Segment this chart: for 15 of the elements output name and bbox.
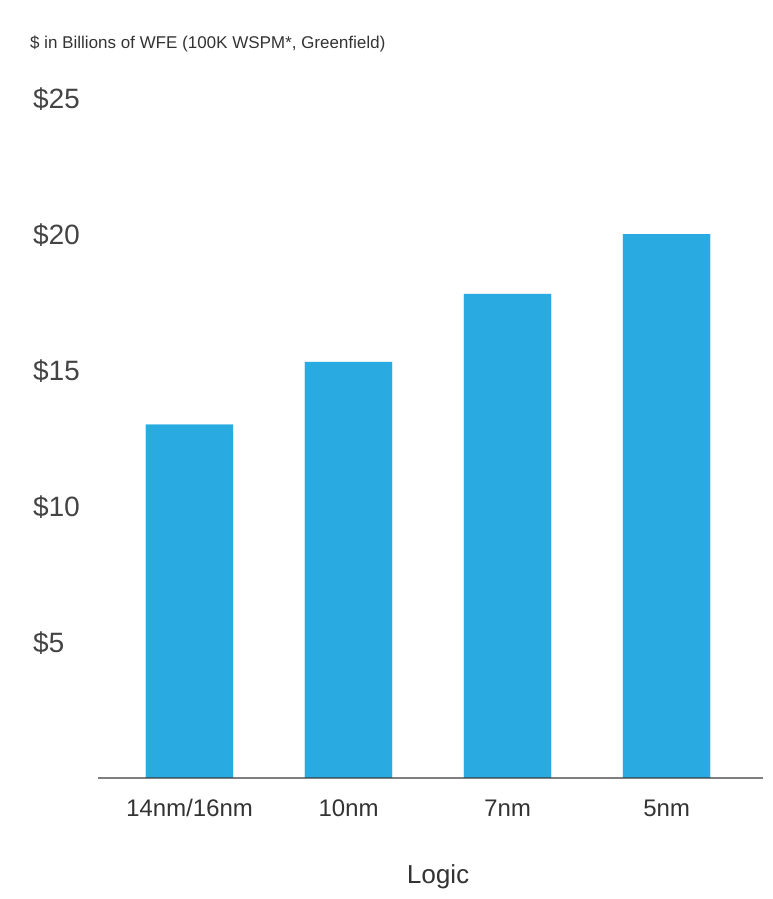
y-tick-label: $25 [33,82,80,114]
x-axis-title: Logic [406,859,470,889]
x-tick-label: 10nm [318,795,379,822]
bar [464,294,552,778]
bar [622,234,710,778]
y-tick-label: $20 [33,218,80,250]
bar [146,424,234,778]
x-tick-label: 7nm [484,795,531,822]
y-tick-label: $10 [33,490,80,522]
bar [304,362,392,778]
x-tick-label: 14nm/16nm [126,795,253,822]
y-axis-title: $ in Billions of WFE (100K WSPM*, Greenfield) [30,33,386,52]
x-tick-label: 5nm [643,795,690,822]
y-tick-label: $5 [33,626,64,658]
y-tick-label: $15 [33,354,80,386]
